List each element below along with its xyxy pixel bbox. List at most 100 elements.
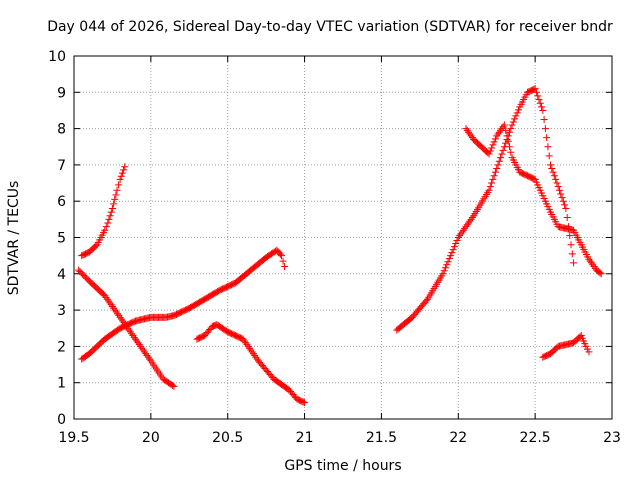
data-point bbox=[503, 132, 511, 140]
series-s1 bbox=[78, 163, 129, 260]
data-point bbox=[489, 141, 497, 149]
data-point bbox=[541, 125, 549, 133]
data-point bbox=[278, 252, 286, 260]
data-point bbox=[590, 263, 598, 271]
data-point bbox=[502, 126, 510, 134]
data-point bbox=[140, 348, 148, 356]
data-point bbox=[135, 341, 143, 349]
y-tick-label: 10 bbox=[48, 49, 66, 65]
data-point bbox=[110, 200, 118, 208]
data-point bbox=[249, 350, 257, 358]
y-tick-label: 1 bbox=[57, 376, 66, 392]
data-point bbox=[92, 242, 100, 250]
chart-title: Day 044 of 2026, Sidereal Day-to-day VTE… bbox=[47, 19, 613, 35]
data-point bbox=[449, 246, 457, 254]
x-axis-label: GPS time / hours bbox=[284, 458, 401, 474]
data-point bbox=[453, 237, 461, 245]
data-point bbox=[467, 215, 475, 223]
data-point bbox=[561, 201, 569, 209]
series-s7 bbox=[539, 332, 593, 361]
data-point bbox=[452, 240, 460, 248]
data-point bbox=[506, 143, 514, 151]
data-point bbox=[279, 257, 287, 265]
data-point bbox=[468, 214, 476, 222]
data-point bbox=[239, 335, 247, 343]
data-point bbox=[422, 297, 430, 305]
data-point bbox=[540, 116, 548, 124]
data-point bbox=[485, 150, 493, 158]
data-point bbox=[112, 191, 120, 199]
data-point bbox=[588, 259, 596, 267]
data-point bbox=[439, 270, 447, 278]
data-point bbox=[115, 181, 123, 189]
data-point bbox=[113, 186, 121, 194]
data-point bbox=[102, 293, 110, 301]
data-point bbox=[495, 157, 503, 165]
data-point bbox=[110, 304, 118, 312]
y-tick-label: 6 bbox=[57, 194, 66, 210]
data-point bbox=[558, 194, 566, 202]
data-point bbox=[506, 128, 514, 136]
y-tick-label: 3 bbox=[57, 303, 66, 319]
data-point bbox=[281, 263, 289, 271]
series-s3 bbox=[78, 246, 289, 363]
data-point bbox=[498, 150, 506, 158]
data-markers bbox=[75, 85, 605, 407]
data-point bbox=[104, 219, 112, 227]
data-point bbox=[499, 123, 507, 131]
data-point bbox=[125, 326, 133, 334]
y-tick-label: 0 bbox=[57, 412, 66, 428]
data-point bbox=[119, 317, 127, 325]
data-point bbox=[108, 302, 116, 310]
data-point bbox=[507, 148, 515, 156]
data-point bbox=[465, 128, 473, 136]
data-point bbox=[485, 186, 493, 194]
data-point bbox=[553, 179, 561, 187]
data-point bbox=[133, 337, 141, 345]
data-point bbox=[128, 330, 136, 338]
data-point bbox=[107, 208, 115, 216]
x-tick-label: 22 bbox=[449, 430, 467, 446]
data-point bbox=[450, 243, 458, 251]
data-point bbox=[532, 88, 540, 96]
data-point bbox=[563, 214, 571, 222]
data-point bbox=[448, 249, 456, 257]
data-point bbox=[144, 353, 152, 361]
data-point bbox=[494, 130, 502, 138]
data-point bbox=[596, 269, 604, 277]
data-point bbox=[146, 355, 154, 363]
data-point bbox=[447, 252, 455, 260]
data-point bbox=[461, 224, 469, 232]
x-tick-label: 21.5 bbox=[366, 430, 397, 446]
data-point bbox=[562, 204, 570, 212]
data-point bbox=[170, 382, 178, 390]
data-point bbox=[466, 130, 474, 138]
data-point bbox=[488, 179, 496, 187]
data-point bbox=[589, 261, 597, 269]
data-point bbox=[138, 344, 146, 352]
x-tick-label: 20 bbox=[142, 430, 160, 446]
data-point bbox=[491, 168, 499, 176]
x-tick-label: 19.5 bbox=[58, 430, 89, 446]
data-point bbox=[466, 217, 474, 225]
data-point bbox=[120, 166, 128, 174]
data-point bbox=[570, 259, 578, 267]
data-point bbox=[251, 351, 259, 359]
data-point bbox=[240, 337, 248, 345]
data-point bbox=[111, 195, 119, 203]
data-point bbox=[116, 313, 124, 321]
data-point bbox=[568, 250, 576, 258]
series-s2 bbox=[75, 266, 178, 390]
data-point bbox=[137, 342, 145, 350]
data-point bbox=[301, 399, 309, 407]
data-point bbox=[548, 165, 556, 173]
data-point bbox=[299, 398, 307, 406]
data-point bbox=[459, 226, 467, 234]
data-point bbox=[462, 223, 470, 231]
data-point bbox=[245, 344, 253, 352]
x-tick-label: 22.5 bbox=[520, 430, 551, 446]
data-point bbox=[585, 348, 593, 356]
data-point bbox=[443, 261, 451, 269]
data-point bbox=[247, 346, 255, 354]
